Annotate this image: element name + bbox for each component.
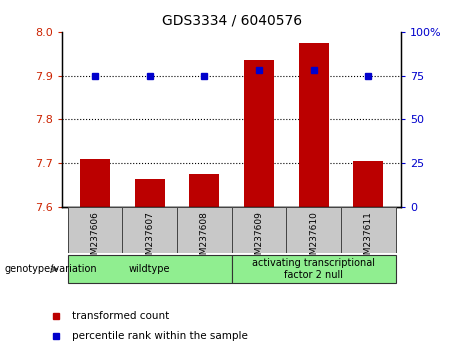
Bar [341,207,396,253]
Bar [68,255,232,283]
Text: activating transcriptional
factor 2 null: activating transcriptional factor 2 null [252,258,375,280]
Text: genotype/variation: genotype/variation [5,264,97,274]
Text: GSM237610: GSM237610 [309,211,318,266]
Title: GDS3334 / 6040576: GDS3334 / 6040576 [162,14,301,28]
Bar [353,161,383,207]
Text: GSM237611: GSM237611 [364,211,373,266]
Bar [286,207,341,253]
Bar [299,43,329,207]
Bar [177,207,232,253]
Bar [231,255,396,283]
Text: GSM237609: GSM237609 [254,211,264,266]
Text: wildtype: wildtype [129,264,171,274]
Text: GSM237607: GSM237607 [145,211,154,266]
Bar [244,60,274,207]
Text: GSM237608: GSM237608 [200,211,209,266]
Bar [231,207,286,253]
Text: transformed count: transformed count [72,311,170,321]
Bar [122,207,177,253]
Bar [135,179,165,207]
Text: GSM237606: GSM237606 [90,211,100,266]
Bar [68,207,122,253]
Text: percentile rank within the sample: percentile rank within the sample [72,331,248,341]
Bar [189,174,219,207]
Bar [80,159,110,207]
